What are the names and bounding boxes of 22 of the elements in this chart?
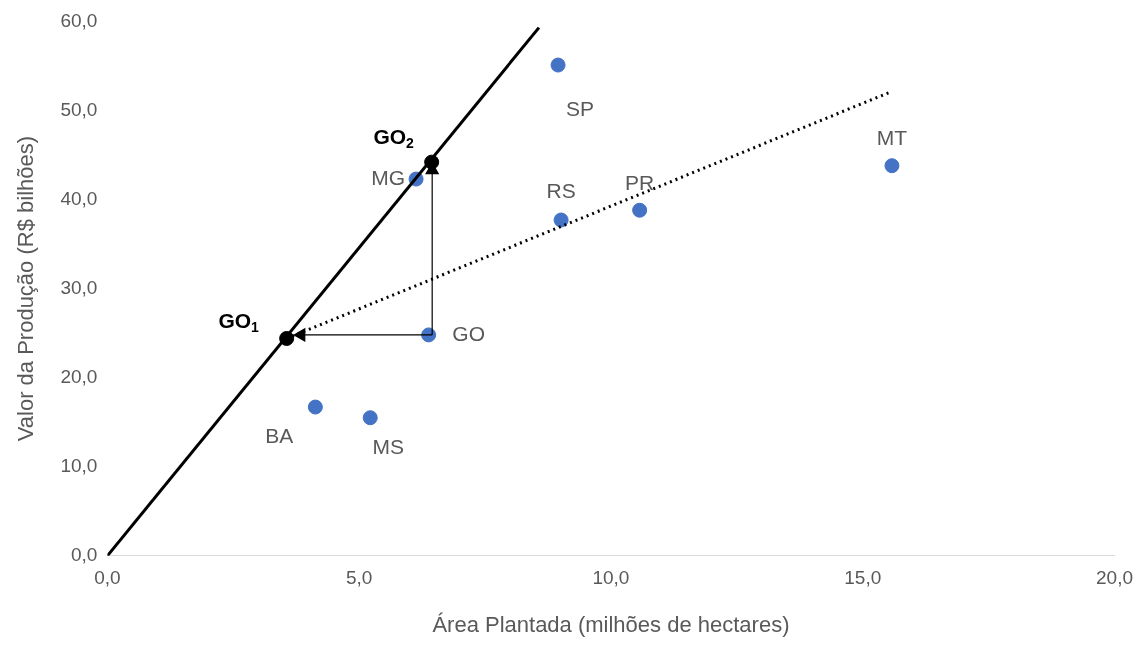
y-tick-label: 40,0	[60, 187, 98, 209]
y-tick-label: 0,0	[70, 544, 98, 566]
series-label: PR	[625, 171, 655, 195]
x-tick-label: 20,0	[1096, 567, 1133, 589]
series-label: BA	[265, 423, 294, 447]
x-axis-title: Área Plantada (milhões de hectares)	[432, 611, 790, 637]
x-tick-label: 10,0	[592, 567, 630, 589]
y-tick-label: 60,0	[60, 9, 98, 31]
x-tick-label: 0,0	[94, 567, 121, 589]
series-label: MS	[372, 434, 404, 458]
series-label: SP	[566, 96, 595, 120]
series-label: MG	[371, 165, 405, 189]
series-label: RS	[546, 178, 576, 202]
y-tick-label: 20,0	[60, 365, 98, 387]
y-axis-title: Valor da Produção (R$ bilhões)	[13, 135, 39, 442]
x-tick-label: 5,0	[345, 567, 373, 589]
y-tick-label: 30,0	[60, 276, 98, 298]
y-tick-label: 50,0	[60, 98, 98, 120]
series-label: MT	[876, 126, 908, 150]
series-label: GO	[452, 321, 485, 345]
x-tick-label: 15,0	[844, 567, 882, 589]
y-tick-label: 10,0	[60, 454, 98, 476]
